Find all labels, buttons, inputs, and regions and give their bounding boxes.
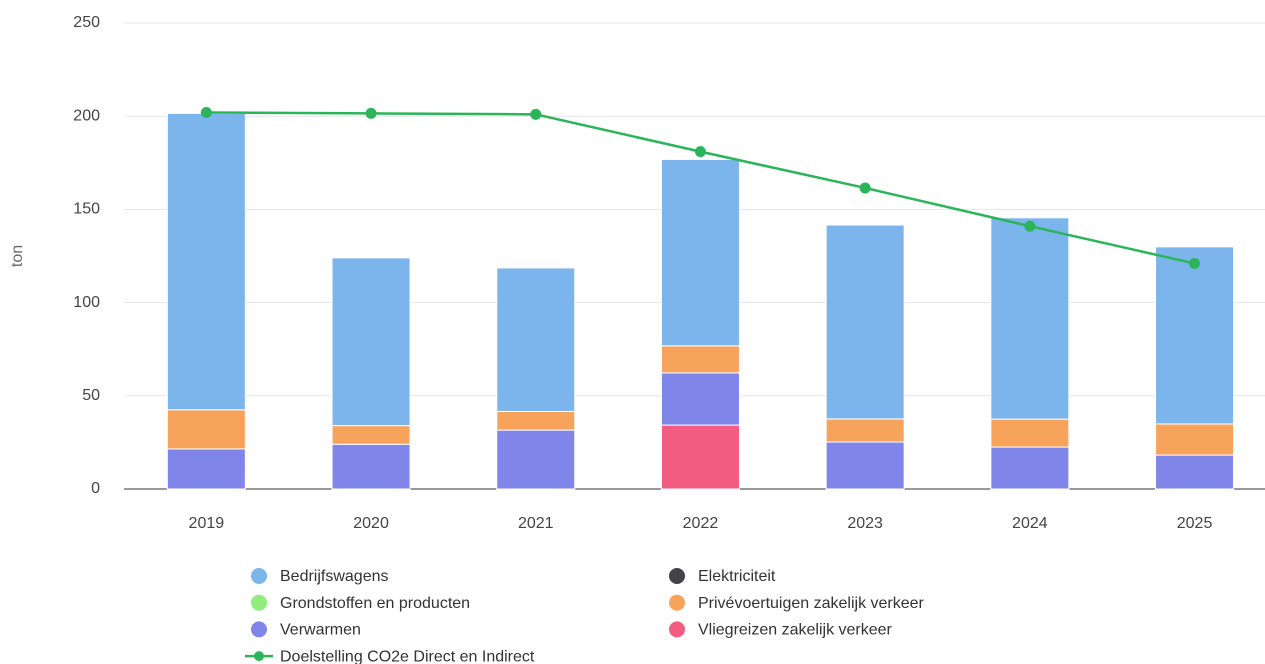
- bar-segment: [990, 418, 1070, 448]
- bar-segment: [1155, 246, 1235, 425]
- legend-label: Vliegreizen zakelijk verkeer: [698, 622, 893, 639]
- bar-segment: [166, 409, 246, 450]
- bar-segment: [166, 448, 246, 490]
- bar-segment: [496, 429, 576, 490]
- legend-marker: [669, 594, 685, 611]
- bar-segment: [166, 112, 246, 411]
- y-tick-label: 50: [82, 387, 100, 404]
- legend-label: Grondstoffen en producten: [280, 595, 470, 612]
- bar-segment: [660, 345, 740, 374]
- legend-marker: [251, 594, 267, 611]
- y-tick-label: 0: [91, 480, 100, 497]
- legend-marker: [669, 568, 685, 584]
- x-tick-label: 2020: [353, 515, 389, 532]
- bar-segment: [331, 257, 411, 427]
- y-tick-label: 100: [73, 294, 100, 311]
- line-point: [365, 107, 377, 119]
- legend-marker: [669, 621, 685, 638]
- bar-segment: [990, 446, 1070, 490]
- bar-segment: [331, 443, 411, 490]
- legend-marker: [251, 568, 267, 584]
- line-point: [530, 108, 542, 120]
- x-tick-label: 2025: [1177, 515, 1213, 532]
- bar-segment: [496, 410, 576, 431]
- legend-marker: [254, 651, 264, 662]
- line-point: [200, 106, 212, 118]
- legend-marker: [251, 621, 267, 638]
- line-point: [859, 182, 871, 194]
- bar-segment: [825, 418, 905, 443]
- bar-segment: [660, 424, 740, 490]
- bar-segment: [660, 372, 740, 426]
- bar-segment: [825, 441, 905, 490]
- x-tick-label: 2023: [847, 515, 883, 532]
- bar-segment: [660, 158, 740, 347]
- legend-label: Verwarmen: [280, 622, 361, 639]
- legend-label: Elektriciteit: [698, 568, 776, 585]
- y-tick-label: 200: [73, 107, 100, 124]
- legend-label: Privévoertuigen zakelijk verkeer: [698, 595, 925, 612]
- y-axis-label: ton: [9, 245, 26, 267]
- line-point: [1024, 220, 1036, 232]
- legend-label: Bedrijfswagens: [280, 568, 389, 585]
- x-tick-label: 2019: [189, 515, 225, 532]
- line-point: [694, 146, 706, 158]
- bar-segment: [496, 267, 576, 412]
- bar-segment: [990, 217, 1070, 420]
- bar-segment: [331, 425, 411, 445]
- x-tick-label: 2024: [1012, 515, 1048, 532]
- y-tick-label: 250: [73, 14, 100, 31]
- y-tick-label: 150: [73, 201, 100, 218]
- bar-segment: [1155, 454, 1235, 490]
- x-tick-label: 2022: [683, 515, 719, 532]
- x-tick-label: 2021: [518, 515, 554, 532]
- legend-label: Doelstelling CO2e Direct en Indirect: [280, 648, 535, 664]
- bar-segment: [1155, 423, 1235, 456]
- bar-segment: [825, 224, 905, 420]
- line-point: [1189, 257, 1201, 269]
